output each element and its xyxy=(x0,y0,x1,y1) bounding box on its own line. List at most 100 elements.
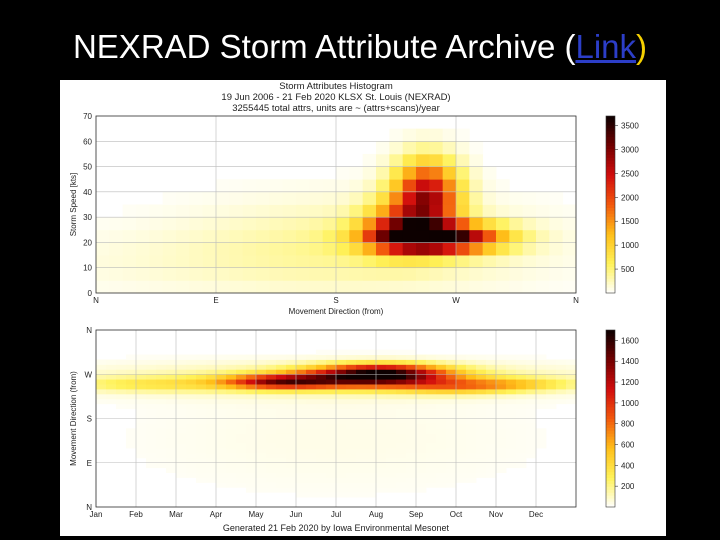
speed-y-tick-label: 50 xyxy=(83,163,92,172)
direction-heat-cell xyxy=(246,448,257,454)
speed-heat-cell xyxy=(136,242,150,256)
direction-heat-cell xyxy=(326,472,337,478)
speed-heat-cell xyxy=(96,267,110,281)
direction-heat-cell xyxy=(206,452,217,459)
speed-heat-cell xyxy=(322,242,337,256)
direction-heat-cell xyxy=(426,477,437,483)
direction-colorbar-segment xyxy=(606,338,615,343)
direction-heat-cell xyxy=(276,457,287,464)
speed-heat-cell xyxy=(296,242,310,256)
speed-colorbar-segment xyxy=(606,290,615,294)
direction-heat-cell xyxy=(476,408,487,414)
direction-colorbar-tick-label: 1600 xyxy=(621,336,639,345)
speed-heat-cell xyxy=(496,204,510,218)
direction-heat-cell xyxy=(456,477,467,483)
direction-heat-cell xyxy=(416,487,427,493)
direction-heat-cell xyxy=(436,398,447,405)
direction-heat-cell xyxy=(426,433,437,439)
direction-heat-cell xyxy=(456,423,467,429)
direction-heat-cell xyxy=(336,477,347,483)
speed-heat-cell xyxy=(162,280,177,294)
direction-heat-cell xyxy=(316,452,327,459)
speed-heat-cell xyxy=(469,267,484,281)
speed-colorbar-segment xyxy=(606,231,615,235)
direction-heat-cell xyxy=(366,398,377,405)
direction-heat-cell xyxy=(406,472,417,478)
speed-heat-cell xyxy=(349,229,364,243)
direction-heat-cell xyxy=(166,467,177,473)
direction-heat-cell xyxy=(526,354,537,360)
archive-link[interactable]: Link xyxy=(575,28,637,65)
direction-colorbar-segment xyxy=(606,504,615,508)
direction-heat-cell xyxy=(256,374,267,380)
speed-heat-cell xyxy=(402,128,417,142)
direction-heat-cell xyxy=(416,472,427,478)
direction-heat-cell xyxy=(306,413,317,419)
direction-heat-cell xyxy=(106,389,117,395)
direction-heat-cell xyxy=(166,428,177,434)
direction-heat-cell xyxy=(306,379,317,385)
direction-heat-cell xyxy=(396,482,407,488)
direction-heat-cell xyxy=(316,443,327,449)
speed-heat-cell xyxy=(269,179,284,193)
direction-heat-cell xyxy=(546,359,557,365)
direction-heat-cell xyxy=(216,472,227,478)
speed-heat-cell xyxy=(496,179,510,193)
speed-heat-cell xyxy=(389,141,404,155)
direction-heat-cell xyxy=(466,477,477,483)
direction-heat-cell xyxy=(506,389,517,395)
direction-heat-cell xyxy=(476,452,487,459)
direction-heat-cell xyxy=(386,408,397,414)
direction-heat-cell xyxy=(386,393,397,400)
direction-heat-cell xyxy=(386,384,397,390)
direction-heat-cell xyxy=(406,428,417,434)
direction-heat-cell xyxy=(266,389,277,395)
direction-heat-cell xyxy=(406,467,417,473)
direction-heat-cell xyxy=(386,472,397,478)
speed-heat-cell xyxy=(416,179,430,193)
direction-heat-cell xyxy=(176,408,187,414)
direction-heat-cell xyxy=(326,398,337,405)
direction-heat-cell xyxy=(356,487,367,493)
direction-heat-cell xyxy=(176,438,187,444)
direction-heat-cell xyxy=(406,477,417,483)
speed-heat-cell xyxy=(536,217,550,231)
direction-heat-cell xyxy=(286,398,297,405)
direction-heat-cell xyxy=(276,384,287,390)
direction-heat-cell xyxy=(446,369,457,375)
direction-heat-cell xyxy=(336,438,347,444)
speed-heat-cell xyxy=(202,217,217,231)
direction-heat-cell xyxy=(416,389,427,395)
direction-heat-cell xyxy=(256,472,267,478)
speed-heat-cell xyxy=(216,267,230,281)
direction-heat-cell xyxy=(316,349,327,355)
direction-colorbar-segment xyxy=(606,344,615,349)
direction-heat-cell xyxy=(346,349,357,355)
direction-heat-cell xyxy=(406,418,417,424)
direction-heat-cell xyxy=(296,354,307,360)
direction-heat-cell xyxy=(466,369,477,375)
direction-colorbar-segment xyxy=(606,442,615,446)
speed-heat-cell xyxy=(456,179,470,193)
direction-heat-cell xyxy=(156,438,167,444)
speed-colorbar-segment xyxy=(606,216,615,220)
direction-x-tick-label: Feb xyxy=(129,510,143,519)
speed-heat-cell xyxy=(96,217,110,231)
direction-colorbar-tick-label: 400 xyxy=(621,461,635,470)
direction-heat-cell xyxy=(186,452,197,459)
direction-heat-cell xyxy=(436,423,447,429)
direction-heat-cell xyxy=(226,389,237,395)
speed-heat-cell xyxy=(482,179,497,193)
direction-heat-cell xyxy=(256,457,267,464)
direction-heat-cell xyxy=(166,379,177,385)
direction-heat-cell xyxy=(376,482,387,488)
direction-heat-cell xyxy=(376,374,387,380)
speed-colorbar-segment xyxy=(606,284,615,288)
direction-heat-cell xyxy=(336,418,347,424)
direction-heat-cell xyxy=(186,389,197,395)
direction-heat-cell xyxy=(166,438,177,444)
direction-heat-cell xyxy=(256,438,267,444)
direction-heat-cell xyxy=(126,433,137,439)
direction-heat-cell xyxy=(316,492,327,498)
direction-heat-cell xyxy=(246,398,257,405)
